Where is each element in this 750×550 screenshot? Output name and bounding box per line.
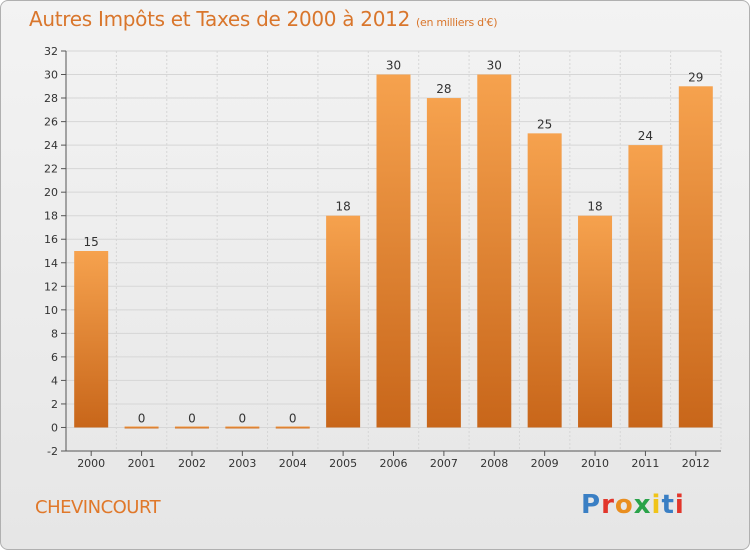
y-tick-label: 20 — [44, 186, 58, 199]
x-tick-label-2000: 2000 — [77, 457, 105, 470]
bar-2008 — [477, 74, 512, 428]
logo-letter: P — [581, 490, 602, 520]
logo-letter: t — [661, 490, 675, 520]
y-tick-label: 10 — [44, 304, 58, 317]
y-tick-label: 30 — [44, 69, 58, 82]
x-tick-label-2007: 2007 — [430, 457, 458, 470]
data-label-2002: 0 — [188, 411, 196, 425]
bar-2003 — [225, 426, 260, 429]
y-tick-label: 32 — [44, 45, 58, 58]
chart-subtitle: (en milliers d'€) — [416, 16, 498, 29]
data-label-2010: 18 — [587, 200, 602, 214]
x-tick-label-2002: 2002 — [178, 457, 206, 470]
y-tick-label: 16 — [44, 233, 58, 246]
bar-2005 — [326, 215, 361, 428]
data-label-2006: 30 — [386, 59, 401, 73]
proxiti-logo[interactable]: Proxiti — [581, 490, 685, 520]
data-label-2000: 15 — [84, 235, 99, 249]
y-tick-label: -2 — [47, 445, 58, 458]
y-tick-label: 14 — [44, 257, 58, 270]
y-tick-label: 18 — [44, 210, 58, 223]
data-label-2001: 0 — [138, 411, 146, 425]
x-tick-label-2006: 2006 — [380, 457, 408, 470]
y-tick-label: 4 — [51, 374, 58, 387]
y-tick-label: 8 — [51, 327, 58, 340]
bar-2006 — [376, 74, 411, 428]
data-label-2009: 25 — [537, 117, 552, 131]
x-tick-label-2012: 2012 — [682, 457, 710, 470]
bar-2011 — [628, 145, 663, 428]
bar-2012 — [678, 86, 713, 428]
y-tick-label: 22 — [44, 163, 58, 176]
data-label-2004: 0 — [289, 411, 297, 425]
bar-2004 — [275, 426, 310, 429]
data-label-2008: 30 — [487, 59, 502, 73]
logo-letter: r — [601, 490, 615, 520]
x-tick-label-2010: 2010 — [581, 457, 609, 470]
bar-layer: 15 0 0 0 0 18 30 28 30 25 18 24 29 — [74, 59, 713, 429]
logo-letter: x — [633, 490, 652, 520]
y-tick-label: 2 — [51, 398, 58, 411]
bar-2001 — [124, 426, 159, 429]
bar-2009 — [527, 133, 562, 428]
y-tick-label: 12 — [44, 280, 58, 293]
x-tick-label-2001: 2001 — [128, 457, 156, 470]
bar-2007 — [426, 98, 461, 428]
logo-letter: o — [614, 490, 634, 520]
y-tick-label: 28 — [44, 92, 58, 105]
commune-name: CHEVINCOURT — [35, 497, 161, 518]
x-tick-label-2011: 2011 — [631, 457, 659, 470]
x-tick-label-2009: 2009 — [531, 457, 559, 470]
bar-2002 — [174, 426, 209, 429]
y-tick-label: 26 — [44, 116, 58, 129]
data-label-2007: 28 — [436, 82, 451, 96]
logo-letter: i — [674, 490, 685, 520]
y-tick-label: 6 — [51, 351, 58, 364]
logo-letter: i — [651, 490, 662, 520]
y-tick-label: 0 — [51, 421, 58, 434]
x-tick-label-2004: 2004 — [279, 457, 307, 470]
chart-title-text: Autres Impôts et Taxes de 2000 à 2012 — [29, 7, 410, 31]
x-tick-label-2003: 2003 — [228, 457, 256, 470]
x-tick-label-2005: 2005 — [329, 457, 357, 470]
data-label-2011: 24 — [638, 129, 653, 143]
data-label-2005: 18 — [335, 200, 350, 214]
data-label-2003: 0 — [239, 411, 247, 425]
data-label-2012: 29 — [688, 70, 703, 84]
chart-title: Autres Impôts et Taxes de 2000 à 2012 (en… — [29, 7, 497, 31]
y-tick-label: 24 — [44, 139, 58, 152]
bar-2010 — [578, 215, 613, 428]
x-tick-label-2008: 2008 — [480, 457, 508, 470]
bar-2000 — [74, 251, 109, 428]
